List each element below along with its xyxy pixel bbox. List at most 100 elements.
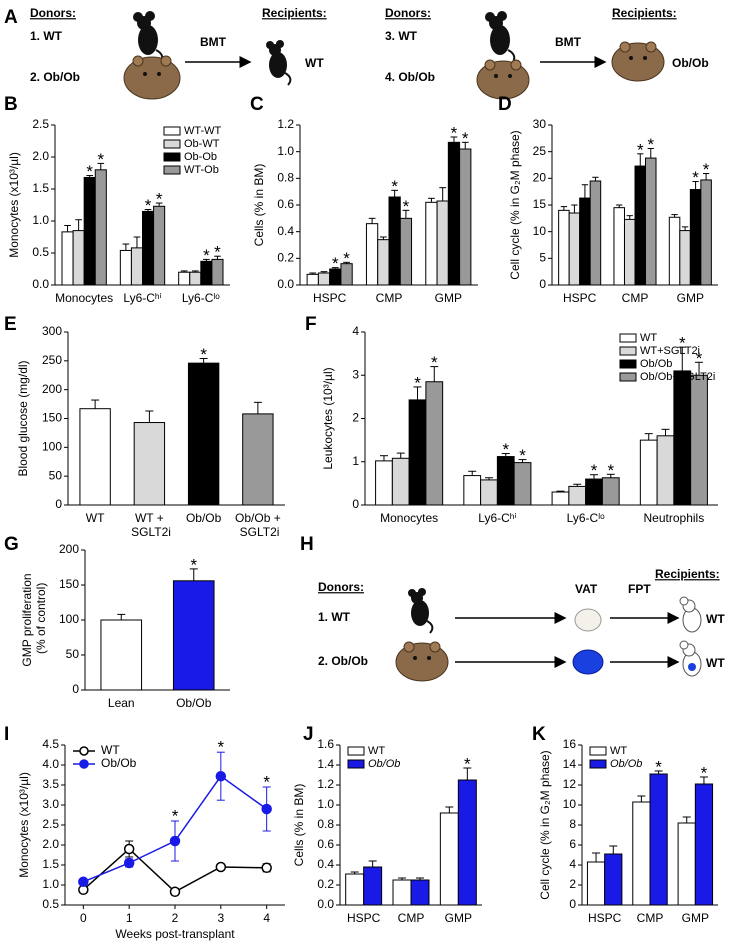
legend-swatch: [589, 759, 607, 769]
bar: [365, 223, 379, 286]
panel-label: A: [4, 7, 18, 28]
y-tick-label: 10: [533, 224, 547, 238]
significance-star: *: [343, 249, 350, 268]
y-axis-label: GMP proliferation (% of control): [20, 573, 48, 666]
y-tick-label: 15: [533, 197, 547, 211]
y-tick-label: 2.5: [32, 117, 49, 131]
bar: [130, 247, 144, 286]
bar: [613, 207, 625, 286]
label: WT: [706, 656, 725, 670]
x-axis-label: Weeks post-transplant: [115, 927, 235, 941]
x-tick-label: GMP: [435, 291, 462, 305]
label: 2. Ob/Ob: [30, 70, 80, 84]
y-tick-label: 30: [533, 117, 547, 131]
bar: [363, 866, 383, 906]
obese-mouse-icon: [395, 641, 449, 682]
label: 4. Ob/Ob: [385, 70, 435, 84]
bar: [187, 362, 220, 506]
bar: [79, 408, 111, 506]
significance-star: *: [218, 738, 225, 757]
label: 1. WT: [30, 29, 63, 43]
y-tick-label: 1.0: [317, 797, 334, 811]
point: [215, 861, 227, 873]
y-axis-label: Cells (% in BM): [292, 784, 306, 867]
bar: [677, 822, 696, 906]
point: [169, 835, 181, 847]
x-tick-label: Ly6-Cʰⁱ: [123, 291, 161, 305]
x-tick-label: Ob/Ob: [176, 696, 212, 710]
x-tick-label: CMP: [376, 291, 403, 305]
y-tick-label: 1.0: [32, 213, 49, 227]
x-tick-label: Ly6-Cʰⁱ: [478, 511, 516, 525]
y-axis-label: Cell cycle (% in G₂M phase): [538, 750, 552, 899]
y-tick-label: 0.8: [277, 171, 294, 185]
x-tick-label: WT + SGLT2i: [128, 511, 171, 539]
mouse-icon: [485, 11, 516, 65]
label: VAT: [575, 582, 598, 596]
y-tick-label: 16: [563, 737, 577, 751]
bar: [439, 812, 459, 906]
bar: [668, 216, 681, 286]
significance-star: *: [451, 123, 458, 142]
bar: [94, 169, 107, 286]
label: 3. WT: [385, 29, 418, 43]
y-tick-label: 0: [569, 897, 576, 911]
significance-star: *: [190, 555, 197, 574]
legend-label: WT: [368, 745, 385, 757]
bar: [211, 258, 224, 286]
bar: [689, 189, 702, 286]
bar: [172, 580, 215, 691]
x-tick-label: HSPC: [563, 291, 597, 305]
legend-marker: [79, 746, 89, 756]
y-tick-label: 0.6: [317, 837, 334, 851]
y-tick-label: 25: [533, 144, 547, 158]
y-tick-label: 0.8: [317, 817, 334, 831]
y-tick-label: 12: [563, 777, 577, 791]
x-tick-label: Monocytes: [380, 511, 438, 525]
bar: [558, 209, 570, 286]
y-tick-label: 0.2: [277, 251, 294, 265]
significance-star: *: [145, 196, 152, 215]
y-tick-label: 0: [352, 497, 359, 511]
y-tick-label: 4.5: [42, 737, 59, 751]
bar: [306, 273, 319, 286]
legend-label: Ob/Ob: [101, 756, 137, 770]
x-tick-label: 3: [217, 911, 224, 925]
significance-star: *: [172, 806, 179, 825]
y-tick-label: 0.6: [277, 197, 294, 211]
panel-a: A Donors: 1. WT 2. Ob/Ob BMT Recipients:…: [4, 6, 709, 100]
bar: [375, 460, 393, 506]
obese-mouse-icon: [476, 59, 530, 100]
bar: [496, 456, 515, 506]
label: 1. WT: [318, 610, 351, 624]
bar: [447, 141, 461, 286]
label: WT: [706, 612, 725, 626]
bar: [459, 148, 472, 286]
x-tick-label: Ob/Ob + SGLT2i: [235, 511, 281, 539]
x-tick-label: CMP: [398, 911, 425, 925]
significance-star: *: [655, 757, 662, 776]
bar: [457, 779, 477, 906]
bar: [399, 217, 413, 286]
x-tick-label: CMP: [637, 911, 664, 925]
bar: [391, 457, 410, 506]
y-tick-label: 10: [563, 797, 577, 811]
x-tick-label: Ly6-Cˡᵒ: [567, 511, 605, 525]
significance-star: *: [86, 162, 93, 181]
significance-star: *: [156, 190, 163, 209]
fat-pad-obese: [572, 649, 604, 675]
y-axis-label: Blood glucose (mg/dl): [16, 360, 30, 476]
y-tick-label: 0.5: [42, 897, 59, 911]
legend-swatch: [347, 746, 365, 756]
significance-star: *: [464, 754, 471, 773]
x-tick-label: CMP: [622, 291, 649, 305]
y-tick-label: 250: [42, 353, 62, 367]
label: BMT: [555, 35, 582, 49]
y-tick-label: 200: [42, 382, 62, 396]
heading: Donors:: [385, 6, 431, 20]
bar: [189, 271, 202, 286]
x-tick-label: Ob/Ob: [186, 511, 222, 525]
legend-swatch: [163, 152, 181, 162]
point: [78, 876, 89, 888]
